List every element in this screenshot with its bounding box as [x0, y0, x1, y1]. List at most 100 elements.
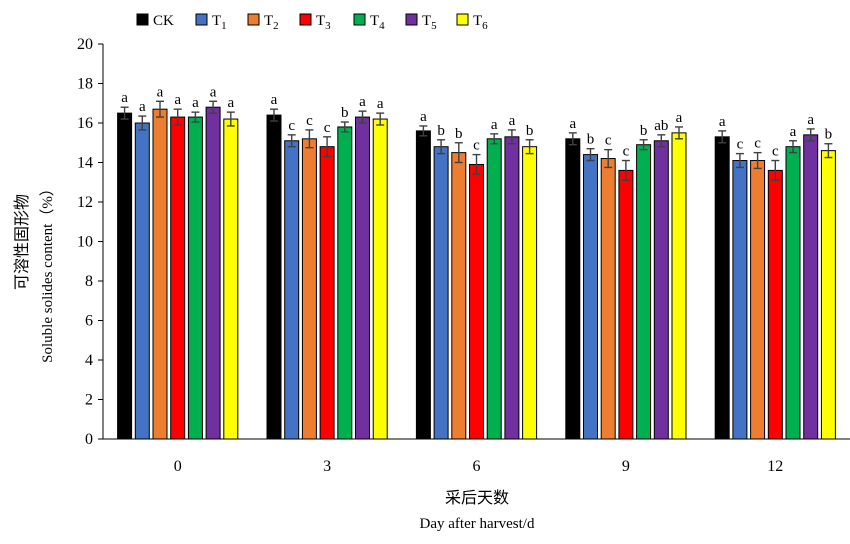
y-tick-label: 12 — [77, 194, 93, 211]
bar — [732, 160, 748, 440]
significance-label: c — [772, 144, 779, 160]
bar — [284, 140, 300, 440]
significance-label: c — [473, 138, 480, 154]
bar — [565, 138, 581, 440]
bar — [486, 138, 502, 440]
significance-label: a — [420, 109, 427, 125]
legend-label: T6 — [473, 13, 488, 32]
significance-label: b — [437, 123, 445, 139]
significance-label: c — [737, 137, 744, 153]
bar — [504, 136, 520, 440]
legend-swatch — [299, 13, 312, 26]
bar — [301, 138, 317, 440]
legend-swatch — [456, 13, 469, 26]
legend: CK T1 T2 T3 T4 T5 T6 — [136, 13, 488, 32]
significance-label: a — [491, 117, 498, 133]
x-tick-label: 9 — [622, 458, 630, 475]
y-tick-label: 20 — [77, 36, 93, 53]
legend-swatch — [405, 13, 418, 26]
bar — [653, 140, 669, 440]
bar — [750, 160, 766, 440]
x-axis: 0 3 6 9 12 — [103, 438, 850, 475]
bar — [618, 169, 634, 440]
bar — [714, 136, 730, 440]
bar — [671, 132, 687, 440]
significance-label: a — [157, 84, 164, 100]
legend-label: T1 — [212, 13, 227, 32]
y-tick-label: 16 — [77, 115, 93, 132]
y-tick-label: 10 — [77, 234, 93, 251]
y-tick-label: 8 — [85, 273, 93, 290]
significance-label: a — [509, 113, 516, 129]
legend-swatch — [353, 13, 366, 26]
significance-label: b — [341, 105, 349, 121]
bar — [152, 108, 168, 440]
y-tick-label: 6 — [85, 313, 93, 330]
significance-label: a — [719, 114, 726, 130]
bar — [134, 122, 150, 440]
bar — [355, 116, 370, 440]
significance-label: b — [526, 123, 534, 139]
significance-label: b — [455, 126, 463, 142]
significance-label: c — [306, 113, 313, 129]
bar — [415, 130, 431, 440]
significance-label: a — [121, 90, 128, 106]
x-tick-label: 0 — [174, 458, 182, 475]
x-axis-title-en: Day after harvest/d — [420, 516, 535, 532]
significance-label: b — [825, 127, 833, 143]
bar — [319, 146, 335, 440]
bar — [583, 154, 598, 440]
significance-label: a — [676, 110, 683, 126]
legend-label: CK — [153, 13, 174, 29]
bar — [170, 116, 186, 440]
legend-swatch — [247, 13, 260, 26]
bar — [433, 146, 449, 440]
significance-label: a — [271, 92, 278, 108]
bar — [451, 152, 467, 440]
legend-label: T3 — [316, 13, 331, 32]
significance-label: b — [640, 123, 648, 139]
significance-label: c — [754, 136, 761, 152]
bar — [223, 118, 239, 440]
significance-label: a — [174, 92, 181, 108]
significance-label: c — [623, 144, 630, 160]
bar — [600, 158, 616, 440]
significance-label: a — [377, 96, 384, 112]
y-tick-label: 18 — [77, 76, 93, 93]
bar — [117, 112, 133, 440]
bar — [266, 114, 282, 440]
legend-label: T5 — [422, 13, 437, 32]
significance-label: c — [288, 118, 295, 134]
x-tick-label: 12 — [767, 458, 783, 475]
significance-label: c — [324, 120, 331, 136]
significance-label: c — [605, 133, 612, 149]
y-axis: 0 2 4 6 8 10 12 14 16 18 20 — [77, 36, 104, 448]
y-tick-label: 0 — [85, 431, 93, 448]
y-axis-title-cn: 可溶性固形物 — [13, 194, 31, 290]
significance-label: a — [569, 116, 576, 132]
y-tick-label: 2 — [85, 392, 93, 409]
bar — [337, 126, 353, 440]
significance-label: ab — [654, 118, 668, 134]
significance-label: a — [210, 84, 217, 100]
significance-label: a — [192, 95, 199, 111]
significance-label: a — [807, 112, 814, 128]
bar — [820, 150, 836, 440]
legend-swatch — [136, 13, 149, 26]
legend-swatch — [195, 13, 208, 26]
bar — [187, 116, 203, 440]
significance-label: a — [227, 95, 234, 111]
x-tick-label: 3 — [323, 458, 331, 475]
bar — [785, 146, 801, 440]
legend-label: T4 — [370, 13, 385, 32]
significance-label: a — [359, 94, 366, 110]
legend-label: T2 — [264, 13, 279, 32]
y-tick-label: 4 — [85, 352, 93, 369]
y-axis-title-en: Soluble solides content（%） — [39, 181, 56, 363]
bar — [205, 106, 221, 440]
significance-label: b — [587, 132, 595, 148]
bar — [803, 134, 819, 440]
bar — [372, 118, 388, 440]
